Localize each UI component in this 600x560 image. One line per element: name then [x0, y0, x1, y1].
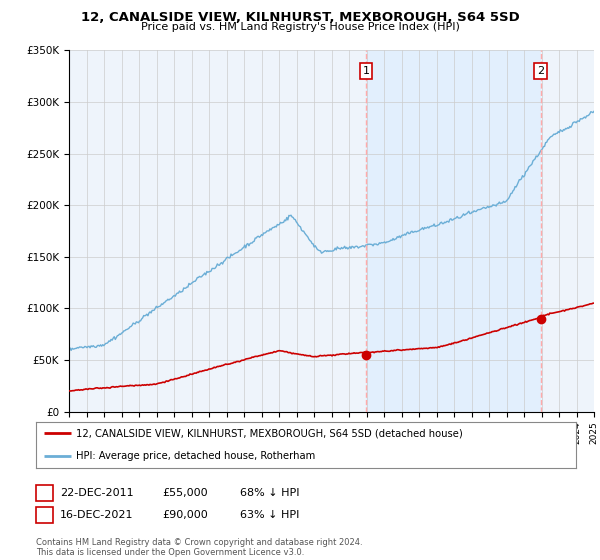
Text: 12, CANALSIDE VIEW, KILNHURST, MEXBOROUGH, S64 5SD (detached house): 12, CANALSIDE VIEW, KILNHURST, MEXBOROUG… [77, 428, 463, 438]
Text: 16-DEC-2021: 16-DEC-2021 [60, 510, 133, 520]
Text: 2: 2 [537, 66, 544, 76]
Text: 22-DEC-2011: 22-DEC-2011 [60, 488, 134, 498]
Text: Price paid vs. HM Land Registry's House Price Index (HPI): Price paid vs. HM Land Registry's House … [140, 22, 460, 32]
Text: £90,000: £90,000 [162, 510, 208, 520]
Text: 12, CANALSIDE VIEW, KILNHURST, MEXBOROUGH, S64 5SD: 12, CANALSIDE VIEW, KILNHURST, MEXBOROUG… [80, 11, 520, 24]
Text: £55,000: £55,000 [162, 488, 208, 498]
Text: 68% ↓ HPI: 68% ↓ HPI [240, 488, 299, 498]
Text: 2: 2 [41, 510, 48, 520]
Text: 1: 1 [41, 488, 48, 498]
Bar [366, 50, 541, 412]
Text: 1: 1 [362, 66, 370, 76]
Text: HPI: Average price, detached house, Rotherham: HPI: Average price, detached house, Roth… [77, 451, 316, 461]
Text: 63% ↓ HPI: 63% ↓ HPI [240, 510, 299, 520]
Text: Contains HM Land Registry data © Crown copyright and database right 2024.
This d: Contains HM Land Registry data © Crown c… [36, 538, 362, 557]
